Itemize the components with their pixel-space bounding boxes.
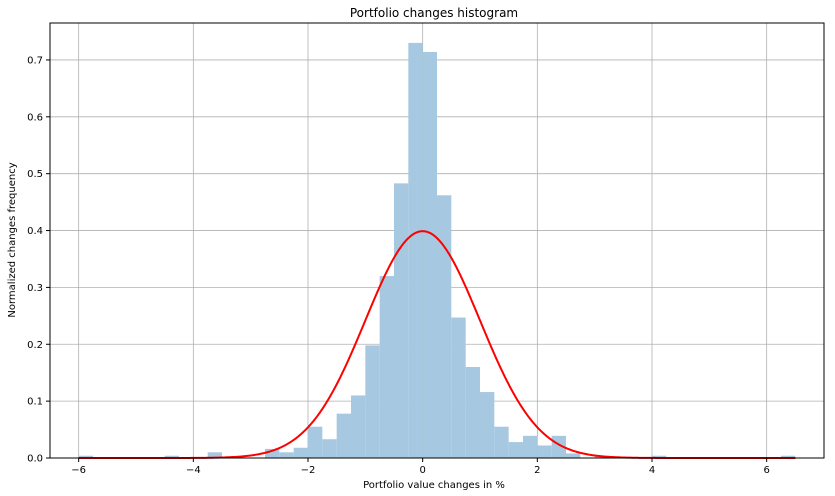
histogram-bar: [322, 439, 337, 458]
chart-title: Portfolio changes histogram: [350, 6, 518, 20]
histogram-bar: [164, 455, 179, 458]
histogram-bar: [465, 367, 480, 458]
x-tick-label: 2: [534, 465, 540, 476]
histogram-bar: [308, 426, 323, 458]
y-tick-label: 0.7: [27, 55, 43, 66]
histogram-bar: [336, 413, 351, 458]
histogram-bar: [781, 455, 796, 458]
x-tick-label: −4: [186, 465, 201, 476]
histogram-bar: [365, 345, 380, 458]
x-tick-label: 4: [649, 465, 655, 476]
x-tick-label: 6: [763, 465, 769, 476]
histogram-bar: [480, 392, 495, 458]
y-tick-label: 0.0: [27, 454, 43, 465]
histogram-bar: [437, 195, 452, 458]
histogram-bar: [523, 435, 538, 458]
x-tick-label: −6: [71, 465, 86, 476]
histogram-bar: [652, 455, 667, 458]
histogram-bar: [508, 442, 523, 458]
histogram-bar: [537, 445, 552, 458]
histogram-bar: [422, 52, 437, 458]
histogram-bar: [293, 447, 308, 458]
histogram-bar: [78, 455, 93, 458]
y-tick-label: 0.3: [27, 283, 43, 294]
x-tick-label: 0: [419, 465, 425, 476]
histogram-bar: [351, 395, 366, 458]
histogram-bar: [451, 317, 466, 458]
y-tick-label: 0.1: [27, 397, 43, 408]
histogram-bar: [207, 452, 222, 458]
y-tick-label: 0.6: [27, 112, 43, 123]
histogram-bar: [265, 448, 280, 458]
x-axis-label: Portfolio value changes in %: [363, 480, 505, 491]
plot-frame: [49, 22, 825, 459]
y-axis-ticks: 0.0 0.1 0.2 0.3 0.4 0.5 0.6 0.7: [27, 55, 50, 465]
histogram-bar: [279, 452, 294, 458]
y-tick-label: 0.2: [27, 340, 43, 351]
histogram-bar: [408, 42, 423, 458]
x-axis-ticks: −6 −4 −2 0 2 4 6: [71, 458, 770, 476]
y-tick-label: 0.5: [27, 169, 43, 180]
x-tick-label: −2: [301, 465, 316, 476]
histogram-bar: [494, 426, 509, 458]
histogram-bar: [379, 276, 394, 458]
y-axis-label: Normalized changes frequency: [7, 162, 18, 317]
histogram-bar: [394, 183, 409, 458]
histogram-bar: [566, 453, 581, 458]
y-tick-label: 0.4: [27, 226, 43, 237]
